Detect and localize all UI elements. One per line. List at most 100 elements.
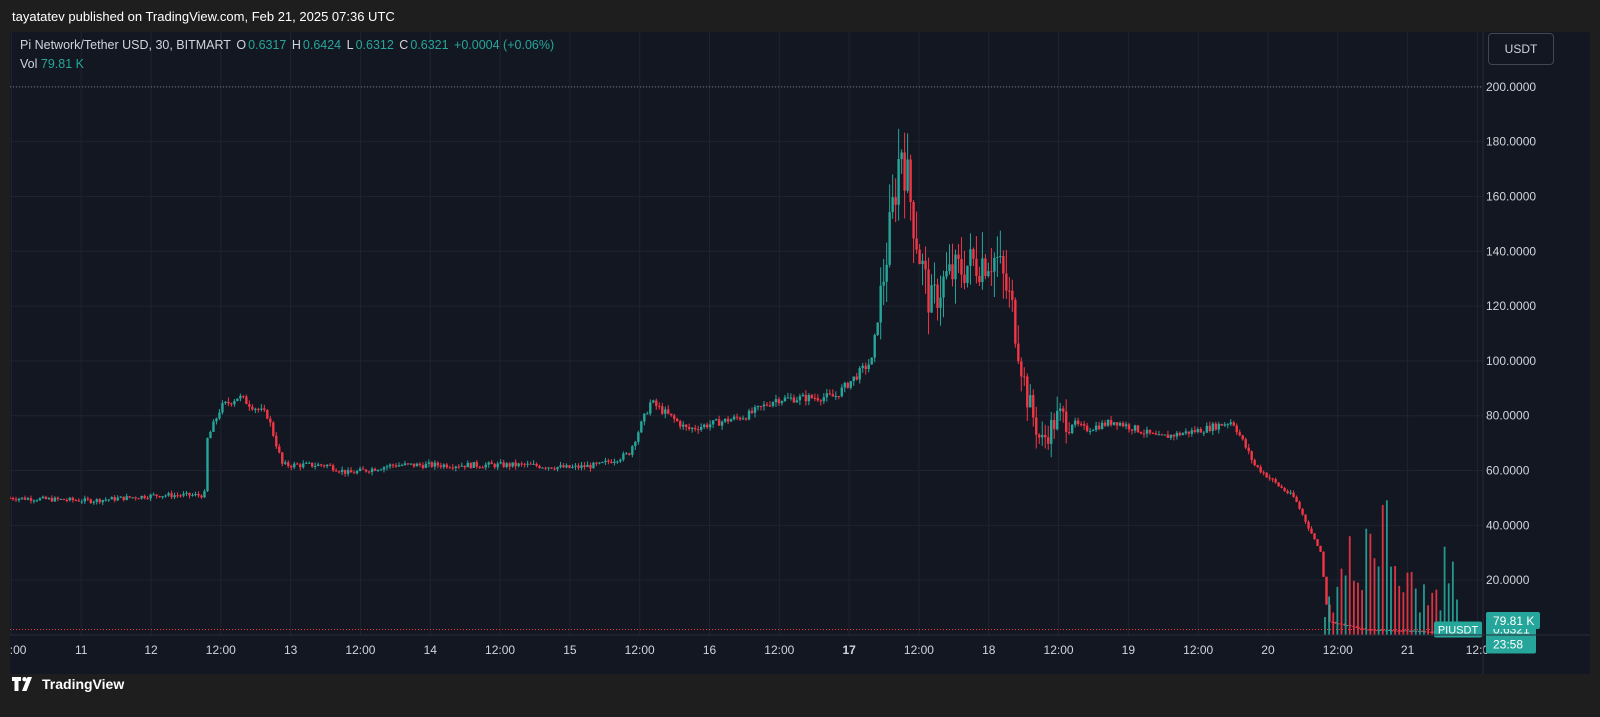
candle-body: [1038, 434, 1041, 438]
candle-body: [340, 469, 344, 473]
candle-body: [1316, 539, 1319, 546]
candle-body: [349, 470, 353, 473]
candle-body: [655, 400, 658, 407]
candle-body: [906, 159, 909, 191]
candle-body: [215, 418, 218, 422]
candle-body: [676, 418, 679, 422]
symbol-name[interactable]: Pi Network/Tether USD, 30, BITMART: [20, 38, 231, 52]
candle-body: [1032, 395, 1035, 418]
candle-body: [1175, 432, 1179, 437]
candle-body: [909, 159, 912, 202]
candle-body: [1430, 631, 1433, 633]
candle-body: [852, 376, 855, 382]
candle-body: [454, 466, 458, 469]
candle-body: [849, 381, 852, 388]
y-tick-label: 200.0000: [1486, 80, 1536, 94]
candle-body: [65, 500, 69, 502]
candle-body: [125, 496, 128, 500]
candle-body: [1292, 492, 1295, 497]
candle-body: [1076, 420, 1080, 424]
tradingview-logo-icon: [12, 677, 32, 691]
candle-body: [1346, 625, 1349, 627]
candle-body: [269, 418, 272, 423]
chart-panel[interactable]: 200.0000 180.0000 160.0000 140.0000 120.0000…: [10, 32, 1590, 674]
candle-body: [873, 334, 876, 358]
candle-body: [711, 420, 715, 425]
candle-body: [861, 365, 864, 369]
candle-body: [592, 462, 595, 469]
candle-body: [403, 463, 407, 466]
candle-body: [756, 406, 760, 408]
candle-body: [17, 498, 21, 501]
candle-body: [143, 495, 146, 499]
candle-body: [798, 396, 802, 401]
y-tick-label: 180.0000: [1486, 135, 1536, 149]
candle-body: [741, 418, 745, 420]
candle-body: [589, 464, 592, 469]
candle-body: [137, 498, 140, 500]
candle-body: [897, 159, 900, 205]
candle-body: [77, 500, 81, 502]
candle-body: [379, 469, 383, 471]
candle-body: [1253, 459, 1256, 466]
candle-body: [499, 462, 502, 464]
candle-body: [658, 406, 661, 408]
candle-body: [529, 463, 532, 465]
candle-body: [1262, 472, 1265, 474]
candle-body: [448, 467, 452, 469]
candle-body: [167, 493, 170, 496]
candle-body: [640, 421, 643, 433]
candle-body: [520, 463, 523, 465]
candle-body: [343, 469, 347, 474]
candle-body: [1214, 423, 1217, 430]
candle-body: [290, 466, 293, 468]
candle-body: [1145, 429, 1149, 434]
candle-body: [319, 464, 323, 466]
candle-body: [804, 394, 808, 402]
candle-body: [744, 418, 748, 420]
volume-bar: [1427, 605, 1430, 635]
candle-body: [867, 364, 870, 370]
candle-body: [810, 395, 814, 398]
candle-body: [1307, 521, 1310, 529]
candle-body: [888, 212, 891, 265]
x-tick-label: 11: [75, 643, 88, 657]
candle-body: [412, 463, 416, 467]
currency-button[interactable]: USDT: [1488, 33, 1554, 65]
candle-body: [1244, 439, 1247, 448]
candle-body: [1124, 424, 1128, 427]
candle-body: [20, 497, 24, 499]
candle-body: [397, 465, 401, 467]
candle-body: [885, 264, 888, 282]
candle-body: [382, 467, 386, 470]
vol-label: Vol: [20, 57, 38, 71]
candle-body: [98, 499, 101, 503]
x-tick-label: 12:00: [625, 643, 655, 657]
candle-body: [427, 462, 431, 464]
candle-body: [987, 271, 990, 277]
candle-body: [1142, 433, 1146, 435]
candle-body: [927, 269, 930, 313]
candle-body: [999, 256, 1002, 258]
candle-body: [882, 281, 885, 286]
candle-body: [1289, 492, 1292, 494]
candle-body: [116, 497, 119, 501]
candle-body: [667, 409, 670, 414]
price-chart[interactable]: 200.0000 180.0000 160.0000 140.0000 120.0000…: [10, 32, 1590, 674]
candle-body: [346, 470, 350, 474]
candle-body: [1121, 423, 1125, 427]
tradingview-logo[interactable]: TradingView: [12, 676, 124, 692]
candle-body: [1172, 434, 1176, 437]
candle-body: [864, 365, 867, 370]
volume-bar: [1447, 583, 1450, 635]
volume-bar: [1381, 504, 1384, 635]
candle-body: [490, 462, 493, 465]
candle-body: [361, 468, 365, 470]
candle-body: [891, 197, 894, 213]
candle-body: [164, 495, 167, 497]
candle-body: [894, 197, 897, 205]
candle-body: [1011, 290, 1014, 300]
candle-body: [134, 497, 137, 499]
candle-body: [322, 465, 326, 467]
candle-body: [571, 466, 574, 468]
